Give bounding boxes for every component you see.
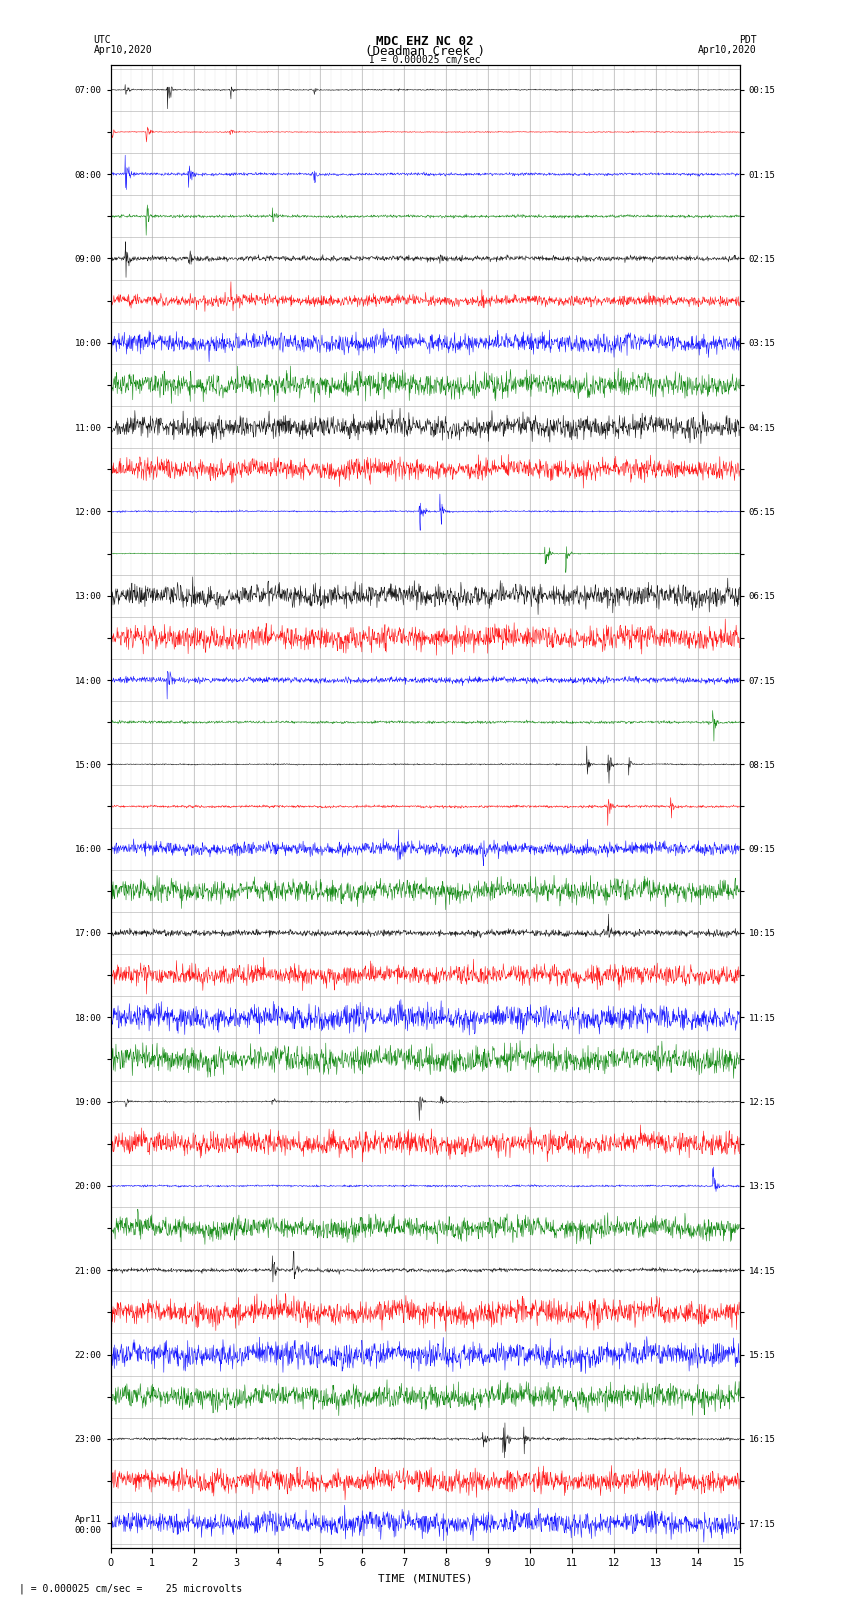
Text: (Deadman Creek ): (Deadman Creek ) <box>365 45 485 58</box>
Text: MDC EHZ NC 02: MDC EHZ NC 02 <box>377 35 473 48</box>
Text: I = 0.000025 cm/sec: I = 0.000025 cm/sec <box>369 55 481 65</box>
Text: Apr10,2020: Apr10,2020 <box>94 45 152 55</box>
Text: PDT: PDT <box>739 35 756 45</box>
X-axis label: TIME (MINUTES): TIME (MINUTES) <box>377 1574 473 1584</box>
Text: Apr10,2020: Apr10,2020 <box>698 45 756 55</box>
Text: | = 0.000025 cm/sec =    25 microvolts: | = 0.000025 cm/sec = 25 microvolts <box>19 1582 242 1594</box>
Text: UTC: UTC <box>94 35 111 45</box>
